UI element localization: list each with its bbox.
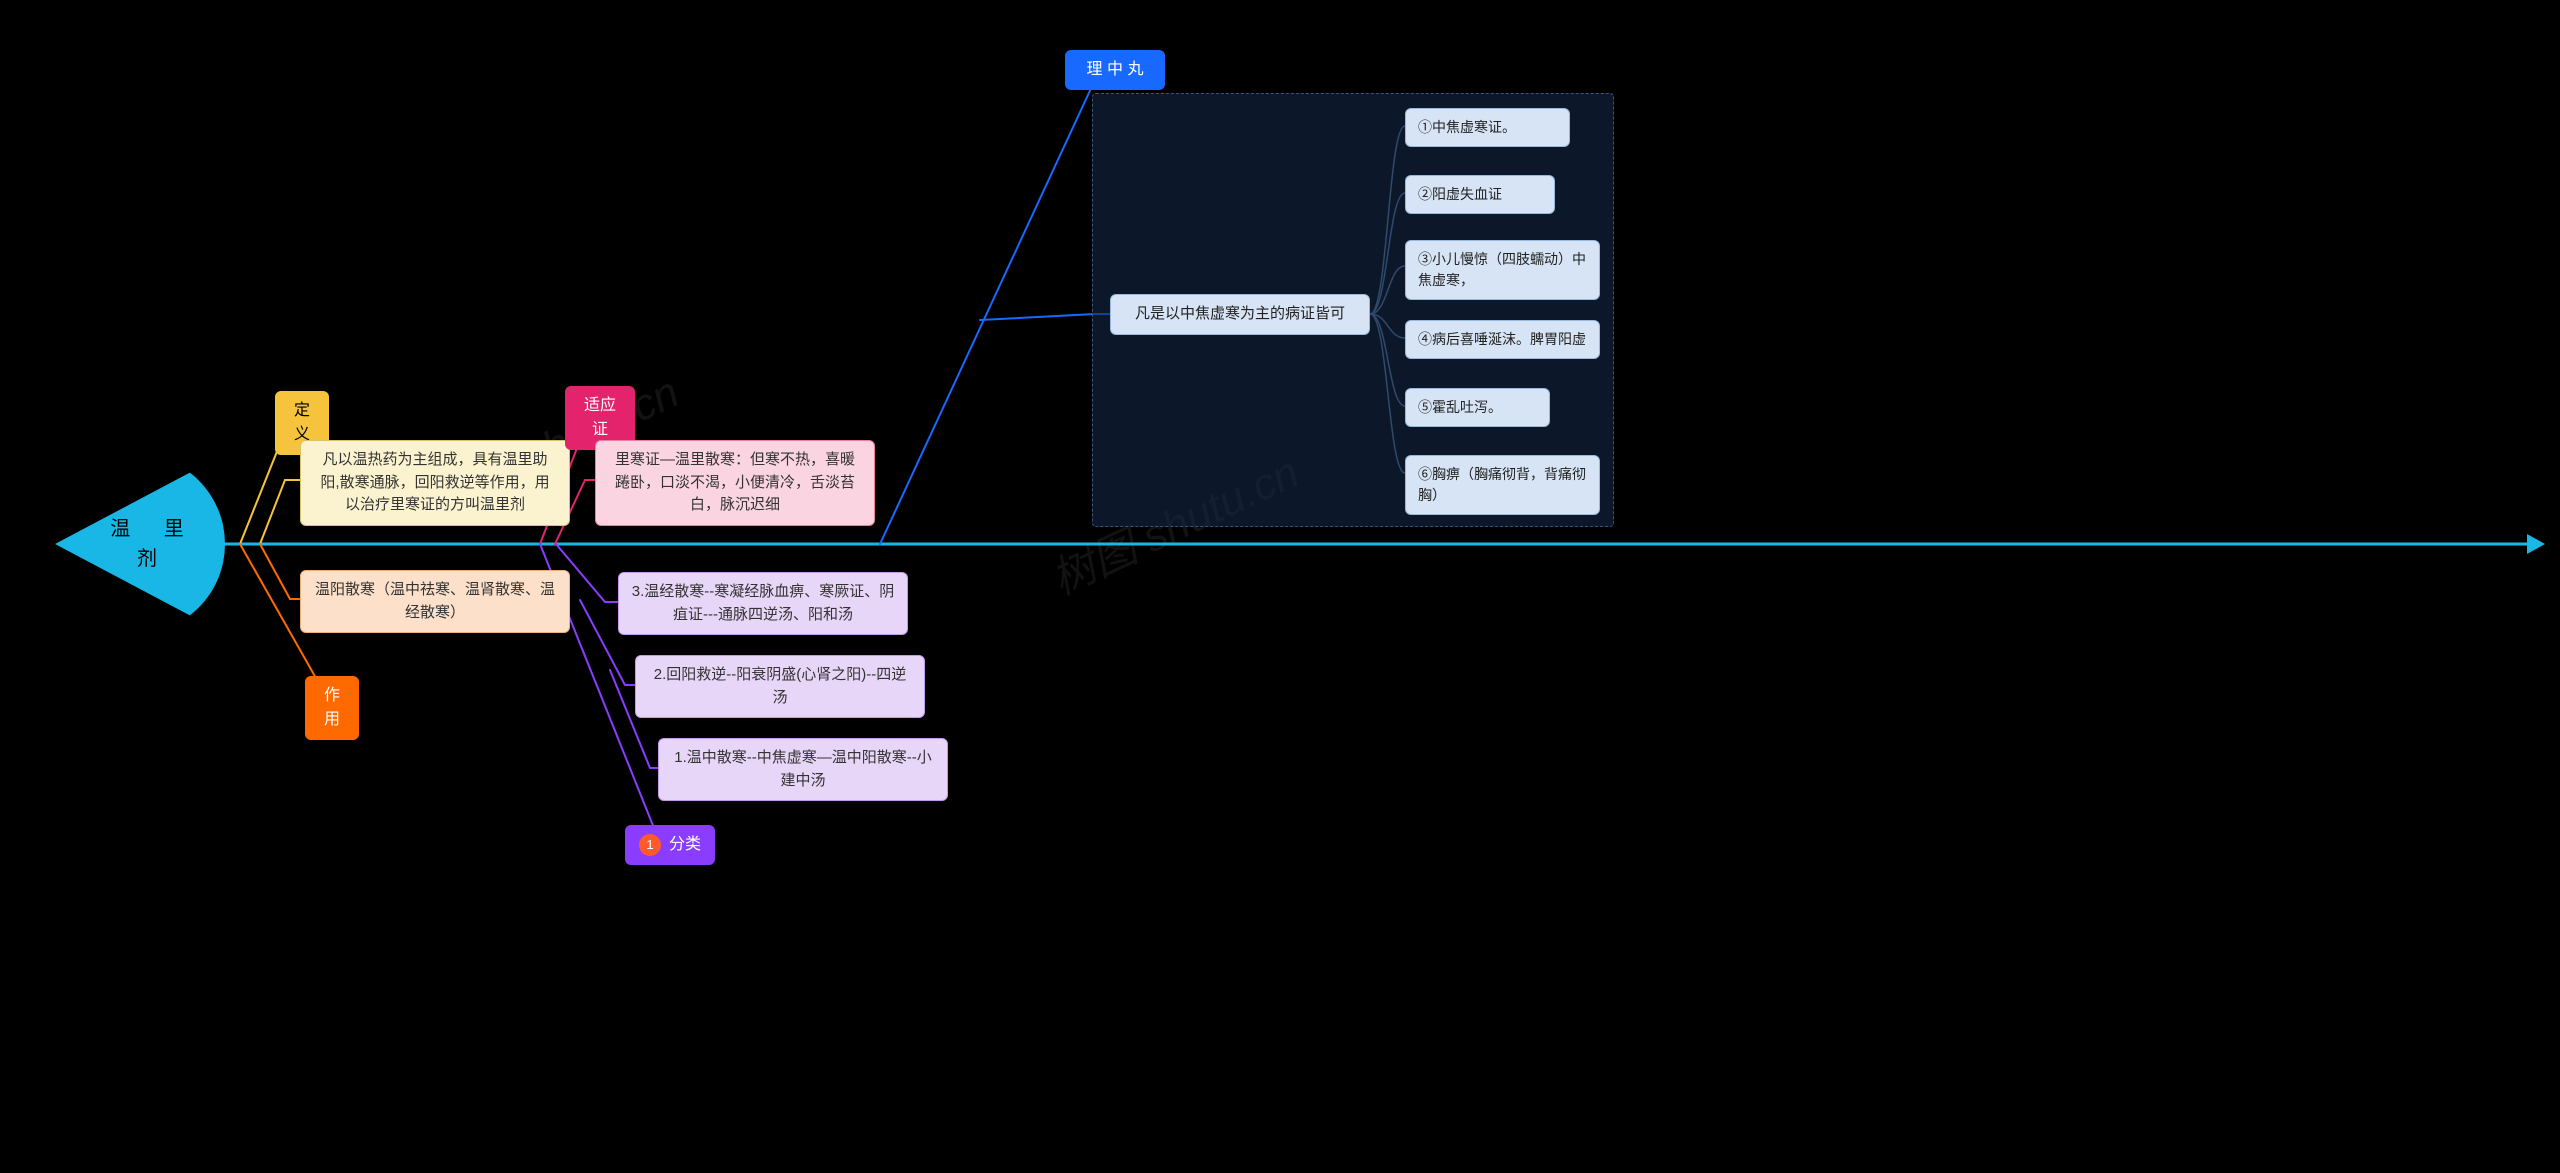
node-text: 里寒证—温里散寒：但寒不热，喜暖踡卧，口淡不渴，小便清冷，舌淡苔白，脉沉迟细 (608, 449, 862, 517)
node-lzw_i2[interactable]: ②阳虚失血证 (1405, 175, 1555, 214)
node-cat_label[interactable]: 1 分类 (625, 825, 715, 865)
badge-icon: 1 (639, 834, 661, 856)
node-text: 理 中 丸 (1087, 58, 1144, 82)
node-def_body[interactable]: 凡以温热药为主组成，具有温里助阳,散寒通脉，回阳救逆等作用，用以治疗里寒证的方叫… (300, 440, 570, 526)
node-text: 2.回阳救逆--阳衰阴盛(心肾之阳)--四逆汤 (648, 664, 912, 709)
node-lzw_label[interactable]: 理 中 丸 (1065, 50, 1165, 90)
node-text: ①中焦虚寒证。 (1418, 117, 1516, 138)
node-text: 分类 (669, 833, 701, 857)
node-cat_b1[interactable]: 1.温中散寒--中焦虚寒—温中阳散寒--小建中汤 (658, 738, 948, 801)
node-text: 3.温经散寒--寒凝经脉血痹、寒厥证、阴疽证---通脉四逆汤、阳和汤 (631, 581, 895, 626)
node-text: 作用 (317, 684, 347, 732)
node-lzw_i4[interactable]: ④病后喜唾涎沫。脾胃阳虚 (1405, 320, 1600, 359)
node-text: ③小儿慢惊（四肢蠕动）中焦虚寒， (1418, 249, 1587, 291)
node-text: ⑥胸痹（胸痛彻背，背痛彻胸） (1418, 464, 1587, 506)
node-lzw_i5[interactable]: ⑤霍乱吐泻。 (1405, 388, 1550, 427)
node-act_label[interactable]: 作用 (305, 676, 359, 740)
node-text: 适应证 (577, 394, 623, 442)
node-text: ②阳虚失血证 (1418, 184, 1502, 205)
root-label: 温 里 剂 (95, 514, 213, 574)
node-lzw_i3[interactable]: ③小儿慢惊（四肢蠕动）中焦虚寒， (1405, 240, 1600, 300)
node-text: 凡是以中焦虚寒为主的病证皆可 (1135, 303, 1345, 326)
node-act_body[interactable]: 温阳散寒（温中祛寒、温肾散寒、温经散寒） (300, 570, 570, 633)
node-text: 凡以温热药为主组成，具有温里助阳,散寒通脉，回阳救逆等作用，用以治疗里寒证的方叫… (313, 449, 557, 517)
node-ind_body[interactable]: 里寒证—温里散寒：但寒不热，喜暖踡卧，口淡不渴，小便清冷，舌淡苔白，脉沉迟细 (595, 440, 875, 526)
node-lzw_i6[interactable]: ⑥胸痹（胸痛彻背，背痛彻胸） (1405, 455, 1600, 515)
node-text: ⑤霍乱吐泻。 (1418, 397, 1502, 418)
node-lzw_body[interactable]: 凡是以中焦虚寒为主的病证皆可 (1110, 294, 1370, 335)
node-cat_b2[interactable]: 2.回阳救逆--阳衰阴盛(心肾之阳)--四逆汤 (635, 655, 925, 718)
node-text: 温阳散寒（温中祛寒、温肾散寒、温经散寒） (313, 579, 557, 624)
node-text: 1.温中散寒--中焦虚寒—温中阳散寒--小建中汤 (671, 747, 935, 792)
node-text: ④病后喜唾涎沫。脾胃阳虚 (1418, 329, 1586, 350)
node-cat_b3[interactable]: 3.温经散寒--寒凝经脉血痹、寒厥证、阴疽证---通脉四逆汤、阳和汤 (618, 572, 908, 635)
node-lzw_i1[interactable]: ①中焦虚寒证。 (1405, 108, 1570, 147)
